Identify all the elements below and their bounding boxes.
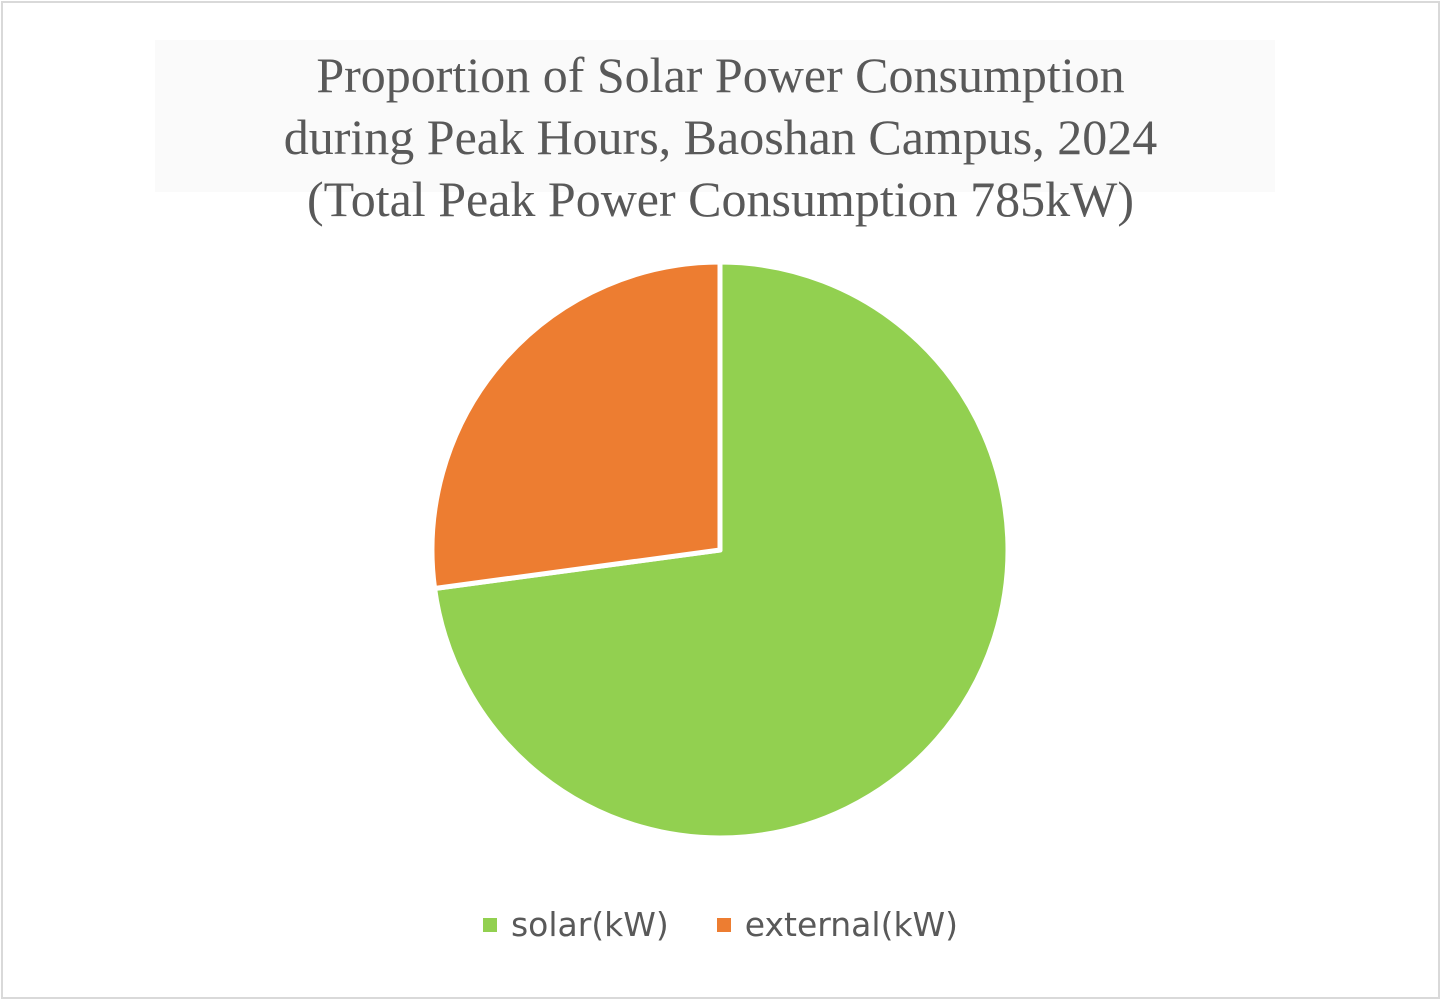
legend-label-solar: solar(kW): [510, 905, 669, 944]
legend-item-external: external(kW): [716, 905, 959, 944]
chart-title-line-2: during Peak Hours, Baoshan Campus, 2024: [283, 109, 1158, 165]
chart-title-line-1: Proportion of Solar Power Consumption: [316, 47, 1125, 103]
legend-label-external: external(kW): [744, 905, 959, 944]
chart-title-line-3: (Total Peak Power Consumption 785kW): [307, 171, 1134, 227]
legend: solar(kW) external(kW): [0, 905, 1441, 944]
chart-title: Proportion of Solar Power Consumption du…: [0, 44, 1441, 230]
legend-item-solar: solar(kW): [482, 905, 669, 944]
title-background: [155, 40, 1275, 192]
pie-slice-external: [429, 259, 723, 591]
legend-swatch-external: [716, 917, 731, 932]
legend-swatch-solar: [482, 917, 497, 932]
